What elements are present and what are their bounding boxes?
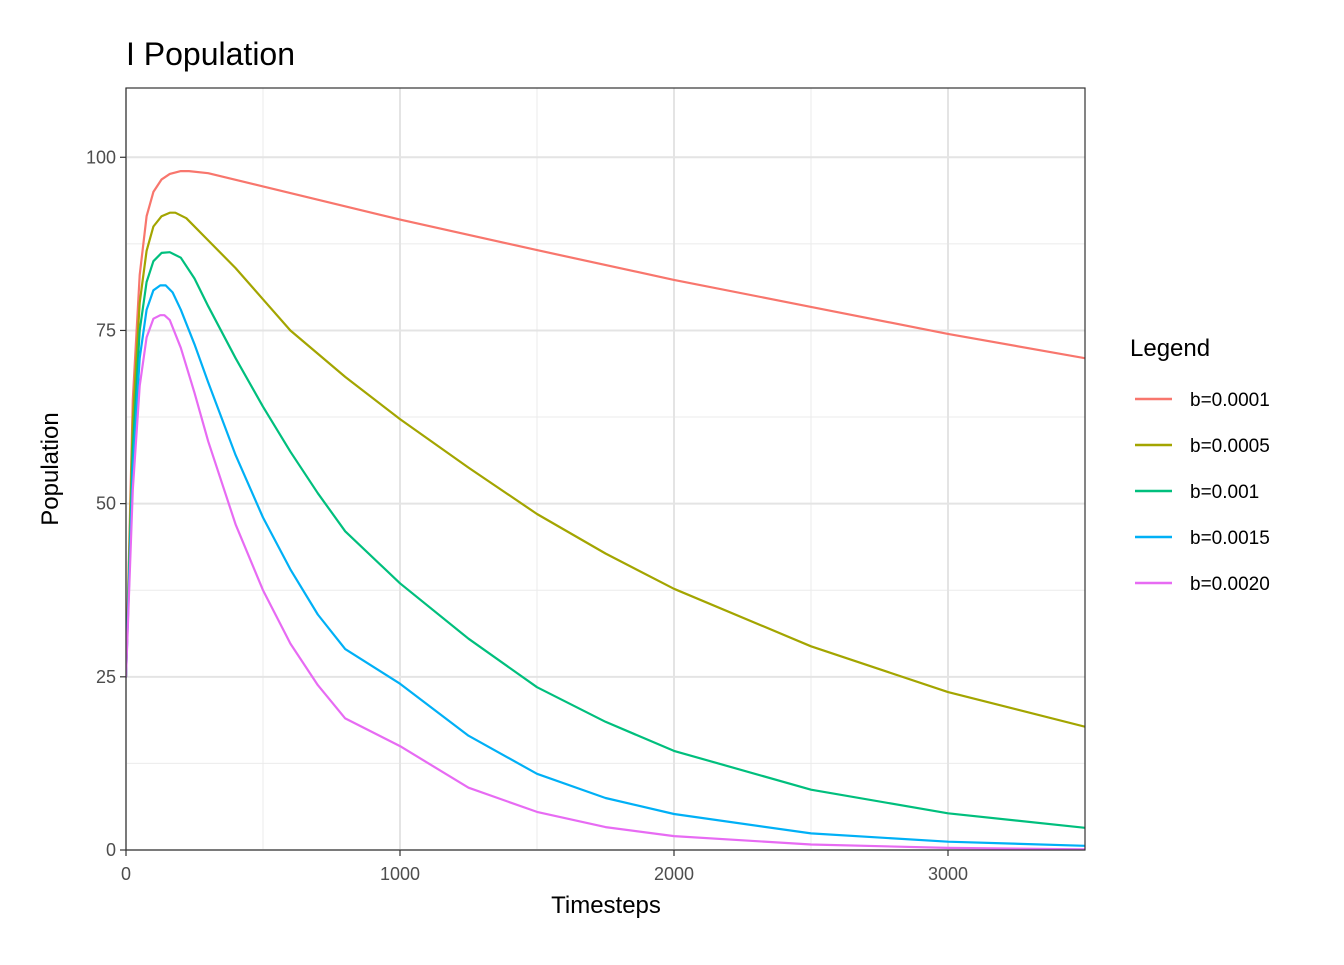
series-line-1 — [126, 170, 1085, 678]
legend-title: Legend — [1130, 335, 1210, 362]
legend-item: b=0.0001 — [1135, 390, 1270, 411]
plot-area: 0 1000 2000 3000 0 25 50 75 100 — [86, 87, 1086, 884]
x-tick-label: 2000 — [654, 864, 694, 884]
x-tick-label: 3000 — [928, 864, 968, 884]
panel-background — [126, 88, 1085, 850]
legend-item-label: b=0.0015 — [1190, 528, 1270, 549]
x-tick-label: 1000 — [380, 864, 420, 884]
series-line-2 — [126, 211, 1085, 728]
series-line-5 — [126, 314, 1085, 850]
legend-item-label: b=0.0020 — [1190, 574, 1270, 595]
legend-items: b=0.0001 b=0.0005 b=0.001 b=0.0015 b=0.0020 — [1135, 390, 1270, 595]
y-tick-label: 25 — [96, 667, 116, 687]
axes: 0 1000 2000 3000 0 25 50 75 100 — [86, 147, 968, 884]
x-axis-title: Timesteps — [551, 892, 661, 919]
legend-item: b=0.0020 — [1135, 574, 1270, 595]
y-axis-title: Population — [37, 412, 64, 525]
panel-border — [125, 87, 1086, 851]
series-lines — [126, 170, 1085, 850]
legend-item: b=0.0015 — [1135, 528, 1270, 549]
chart-title: I Population — [126, 36, 295, 72]
legend: Legend b=0.0001b=0.0005b=0.001b=0.0015b=… — [1130, 335, 1270, 595]
legend-item-label: b=0.001 — [1190, 482, 1259, 503]
legend-item: b=0.001 — [1135, 482, 1259, 503]
y-tick-label: 100 — [86, 147, 116, 167]
y-tick-label: 50 — [96, 494, 116, 514]
series-line-3 — [126, 251, 1085, 829]
legend-item: b=0.0005 — [1135, 436, 1270, 457]
legend-item-label: b=0.0005 — [1190, 436, 1270, 457]
legend-item-label: b=0.0001 — [1190, 390, 1270, 411]
y-tick-label: 75 — [96, 320, 116, 340]
x-tick-label: 0 — [121, 864, 131, 884]
series-line-4 — [126, 284, 1085, 847]
y-tick-label: 0 — [106, 840, 116, 860]
